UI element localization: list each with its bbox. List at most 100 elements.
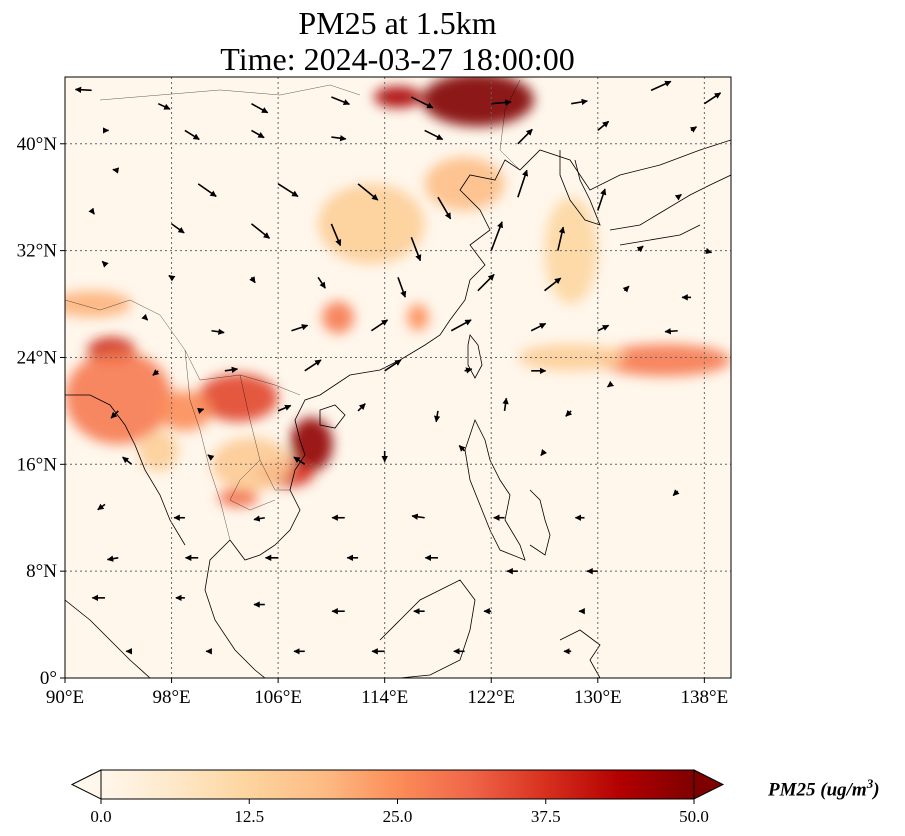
wind-arrow [450, 319, 472, 332]
wind-arrow [330, 223, 342, 247]
wind-arrow [101, 260, 109, 268]
wind-arrow [357, 403, 366, 412]
lon-tick-label: 122°E [467, 687, 515, 708]
colorbar-tick-label: 37.5 [531, 807, 561, 826]
wind-arrow [224, 366, 239, 374]
wind-arrow [152, 369, 160, 376]
coastline-sulawesi [559, 629, 601, 678]
wind-arrow [110, 410, 119, 419]
lat-tick-label: 40°N [17, 134, 58, 155]
lat-tick-label: 16°N [17, 454, 58, 475]
colorbar-title-text: PM25 (ug/m [768, 779, 867, 801]
coastline-japan [609, 174, 731, 246]
pm25-hotspot [322, 301, 355, 334]
wind-arrow [357, 183, 379, 201]
map-frame [64, 76, 732, 679]
pm25-hotspot [374, 86, 422, 108]
colorbar-title-suffix: ) [873, 779, 880, 801]
wind-arrow [384, 359, 402, 372]
wind-arrow [207, 454, 215, 461]
colorbar-ticks: 0.0 12.5 25.0 37.5 50.0 [90, 799, 709, 826]
wind-arrow [157, 102, 171, 110]
concentration-field [65, 77, 731, 508]
wind-arrow [171, 223, 185, 234]
pm25-hotspot [407, 304, 429, 331]
wind-arrow [464, 367, 473, 374]
lat-tick-label: 8°N [26, 561, 57, 582]
country-borders [65, 79, 521, 541]
pm25-hotspot [597, 344, 731, 377]
lon-tick-label: 130°E [574, 687, 622, 708]
wind-arrow [672, 489, 680, 497]
wind-arrow [490, 221, 504, 251]
wind-arrow [304, 359, 322, 372]
wind-arrow [597, 188, 607, 211]
wind-arrow [97, 503, 106, 511]
lat-tick-label: 24°N [17, 347, 58, 368]
longitude-ticks: 90°E 98°E 106°E 114°E 122°E 130°E 138°E [46, 678, 728, 708]
wind-arrow [293, 456, 306, 465]
colorbar-gradient [101, 770, 694, 799]
wind-arrow [251, 129, 265, 139]
wind-arrow [74, 86, 92, 93]
wind-arrow [544, 277, 562, 292]
wind-arrow [517, 128, 533, 145]
wind-arrow [411, 513, 425, 520]
map-plot-area[interactable] [52, 73, 731, 678]
wind-arrow [636, 245, 644, 253]
lat-tick-label: 0° [40, 668, 57, 689]
coastline-bay-of-bengal [65, 394, 186, 546]
wind-arrow [517, 169, 529, 198]
coastline-sumatra [65, 599, 151, 678]
wind-arrow [565, 409, 573, 417]
colorbar-extend-high [693, 769, 725, 800]
wind-arrow [250, 223, 270, 239]
wind-arrow [491, 99, 512, 106]
map-title-line2: Time: 2024-03-27 18:00:00 [220, 41, 575, 77]
wind-arrow [502, 397, 509, 412]
pm25-hotspot [138, 430, 179, 471]
latitude-ticks: 0° 8°N 16°N 24°N 32°N 40°N [17, 134, 65, 689]
pm25-hotspot [290, 417, 333, 471]
wind-arrow [112, 167, 120, 174]
wind-arrow [437, 196, 452, 220]
wind-arrow [664, 328, 678, 335]
wind-arrow [530, 322, 547, 332]
pm25-hotspot [65, 350, 172, 445]
colorbar-tick-label: 12.5 [234, 807, 264, 826]
coastline-korea [559, 150, 601, 226]
pm25-hotspot [318, 183, 425, 264]
wind-arrow [317, 276, 326, 289]
pm25-hotspot [198, 373, 279, 422]
wind-arrow [251, 103, 269, 114]
lon-tick-label: 98°E [152, 687, 190, 708]
wind-arrow [211, 328, 225, 335]
wind-arrow [597, 120, 610, 132]
wind-arrow [571, 98, 588, 106]
wind-arrow [650, 80, 672, 92]
coastline-malay-peninsula [204, 539, 266, 678]
map-background [65, 77, 731, 678]
wind-arrow [477, 273, 495, 292]
wind-arrow [410, 236, 422, 262]
wind-arrow [122, 456, 133, 465]
wind-arrow [424, 129, 444, 141]
wind-arrow [277, 404, 292, 412]
lon-tick-label: 106°E [254, 687, 302, 708]
colorbar-tick-label: 50.0 [679, 807, 709, 826]
pm25-hotspot [65, 290, 132, 318]
wind-arrow [184, 129, 200, 141]
colorbar-extend-low [70, 769, 102, 800]
wind-arrow [88, 207, 95, 215]
wind-vectors [74, 80, 722, 655]
wind-arrow [168, 274, 176, 282]
lat-tick-label: 32°N [17, 241, 58, 262]
lon-tick-label: 138°E [681, 687, 729, 708]
wind-arrow [331, 135, 347, 142]
wind-arrow [689, 126, 697, 133]
wind-arrow [433, 410, 441, 423]
coastline-taiwan [467, 334, 483, 379]
wind-arrow [370, 319, 389, 332]
lon-tick-label: 90°E [46, 687, 84, 708]
